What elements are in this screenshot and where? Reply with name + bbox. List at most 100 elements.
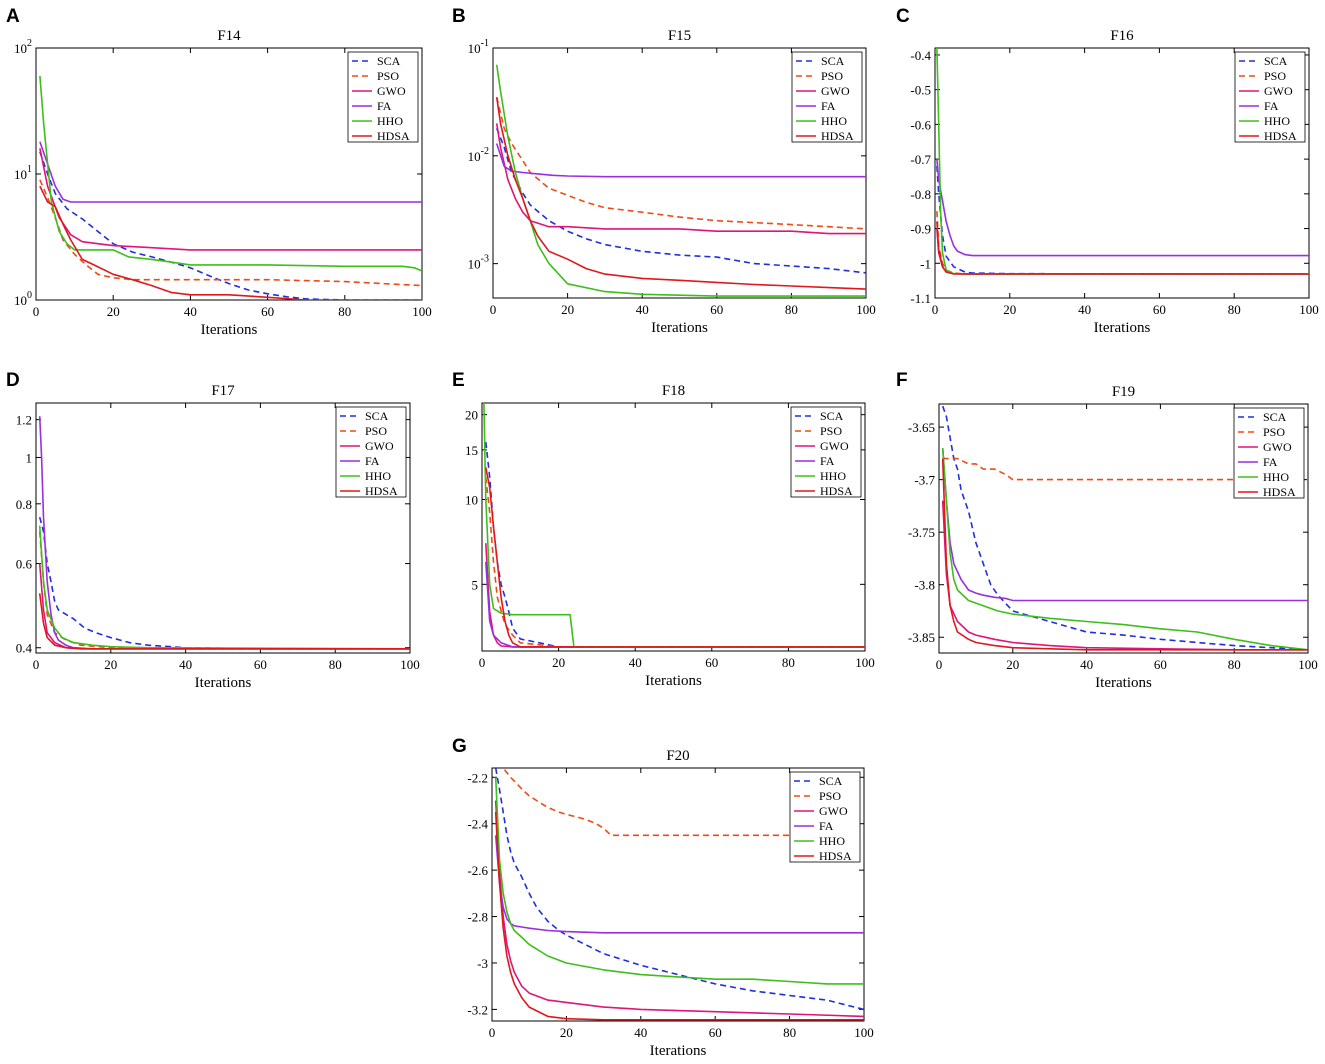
series-line-gwo [941,500,1308,651]
y-tick-label: 101 [14,164,32,182]
legend-label-gwo: GWO [1263,440,1292,454]
legend-label-pso: PSO [365,424,387,438]
legend-label-pso: PSO [1263,425,1285,439]
y-tick-label: -2.2 [467,770,488,785]
legend-box [335,406,407,498]
series-line-pso [936,211,1309,275]
legend-label-pso: PSO [377,69,399,83]
x-tick-label: 0 [936,657,943,672]
x-tick-label: 20 [1003,302,1016,317]
legend-label-fa: FA [821,99,836,113]
chart-panel-d: D F17 0 20 40 60 80 100 0.4 0.6 0.8 1 1.2 Iterations S… [6,370,420,691]
series-line-sca [485,441,865,648]
y-tick-label: -2.4 [467,817,488,832]
y-tick-label: -2.6 [467,863,488,878]
x-tick-label: 100 [400,657,420,672]
series-line-fa [495,143,866,178]
legend-label-pso: PSO [1264,69,1286,83]
x-tick-label: 80 [783,1025,796,1040]
legend-label-sca: SCA [1263,410,1287,424]
chart-panel-g: G F20 0 20 40 60 80 100 -2.2 -2.4 -2.6 -2.8 -3 -3.2 It… [452,736,874,1059]
series-line-fa [941,448,1308,602]
chart-panel-b: B F15 0 20 40 60 80 100 10-3 10-2 10-1 Iterations SC… [452,6,876,336]
plot-frame [934,47,1310,299]
x-tick-label: 40 [636,302,649,317]
legend-label-sca: SCA [1264,54,1288,68]
series-line-pso [38,531,410,650]
y-tick-label: 10-3 [468,254,489,272]
legend-label-sca: SCA [377,54,401,68]
series-line-hdsa [39,185,422,300]
legend-label-gwo: GWO [1264,84,1293,98]
y-tick-label: -3.85 [908,630,935,645]
series-line-hdsa [495,97,866,290]
legend-label-hho: HHO [820,469,846,483]
chart-title: F16 [1110,28,1134,44]
x-tick-label: 60 [1154,657,1167,672]
y-tick-label: -0.9 [910,222,931,237]
plot-frame [481,402,866,652]
x-tick-label: 40 [634,1025,647,1040]
series-line-hdsa [941,458,1308,651]
y-tick-label: -3.7 [914,473,935,488]
panel-letter: C [896,6,910,27]
x-axis-label: Iterations [1094,320,1151,336]
series-line-gwo [38,563,410,650]
legend-label-sca: SCA [820,409,844,423]
legend-label-hdsa: HDSA [821,129,854,143]
legend-label-fa: FA [1263,455,1278,469]
y-tick-label: 10 [465,492,478,507]
x-tick-label: 40 [1078,302,1091,317]
x-tick-label: 60 [705,655,718,670]
legend-label-sca: SCA [819,774,843,788]
panel-letter: B [452,6,466,27]
y-tick-label: -3.65 [908,420,935,435]
legend-label-sca: SCA [365,409,389,423]
legend-label-hdsa: HDSA [820,484,853,498]
x-tick-label: 100 [854,1025,874,1040]
x-axis-label: Iterations [651,320,708,336]
y-tick-label: -0.4 [910,48,931,63]
legend-label-pso: PSO [819,789,841,803]
legend-box [1233,407,1305,499]
y-tick-label: -0.6 [910,117,931,132]
y-tick-label: -0.8 [910,187,931,202]
panel-letter: E [452,370,465,391]
x-axis-label: Iterations [195,675,252,691]
x-tick-label: 40 [179,657,192,672]
series-line-fa [936,159,1309,257]
series-group [39,75,422,300]
x-tick-label: 0 [489,1025,496,1040]
series-line-gwo [495,123,866,235]
series-line-fa [39,141,422,203]
chart-title: F17 [211,383,235,399]
panel-letter: D [6,370,20,391]
y-tick-label: 10-2 [468,146,489,164]
y-tick-label: 1.2 [16,413,32,428]
x-tick-label: 100 [1298,657,1318,672]
legend-label-hho: HHO [1264,114,1290,128]
y-tick-label: -2.8 [467,910,488,925]
legend-box [789,771,861,863]
y-tick-label: -1.1 [910,291,931,306]
y-tick-label: -0.7 [910,152,931,167]
series-line-hho [941,448,1308,651]
chart-title: F14 [217,28,241,44]
legend-label-hdsa: HDSA [365,484,398,498]
x-tick-label: 20 [104,657,117,672]
legend-label-fa: FA [377,99,392,113]
panel-letter: G [452,736,467,757]
x-tick-label: 100 [1299,302,1319,317]
x-tick-label: 80 [785,302,798,317]
legend-label-hdsa: HDSA [819,849,852,863]
series-group [494,768,864,1021]
panel-letter: F [896,370,908,391]
x-tick-label: 80 [782,655,795,670]
